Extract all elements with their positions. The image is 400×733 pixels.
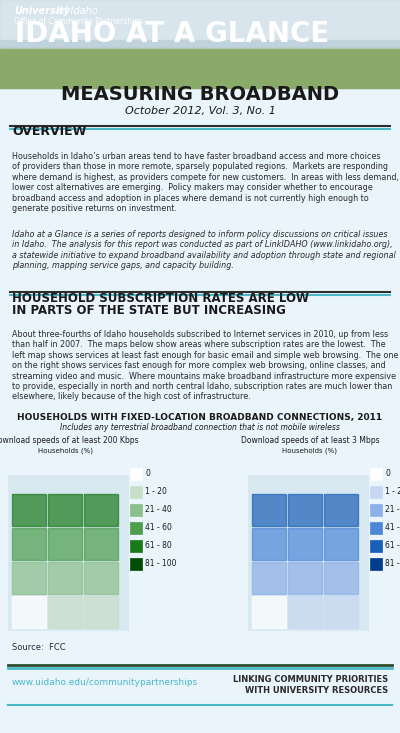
Bar bbox=[288, 596, 322, 628]
Bar bbox=[48, 596, 82, 628]
Bar bbox=[130, 540, 142, 552]
Bar bbox=[84, 528, 118, 560]
Text: OVERVIEW: OVERVIEW bbox=[12, 125, 86, 138]
Text: www.uidaho.edu/communitypartnerships: www.uidaho.edu/communitypartnerships bbox=[12, 678, 198, 687]
Text: Includes any terrestrial broadband connection that is not mobile wireless: Includes any terrestrial broadband conne… bbox=[60, 423, 340, 432]
Text: Idaho at a Glance is a series of reports designed to inform policy discussions o: Idaho at a Glance is a series of reports… bbox=[12, 230, 396, 270]
Bar bbox=[370, 540, 382, 552]
Bar bbox=[48, 562, 82, 594]
Bar bbox=[0, 40, 400, 88]
Bar bbox=[84, 596, 118, 628]
Text: 1 - 20: 1 - 20 bbox=[385, 487, 400, 496]
Bar bbox=[370, 486, 382, 498]
Bar bbox=[324, 528, 358, 560]
Bar bbox=[248, 475, 368, 630]
Bar bbox=[324, 562, 358, 594]
Bar bbox=[84, 494, 118, 526]
Text: 41 - 60: 41 - 60 bbox=[385, 523, 400, 532]
Bar bbox=[0, 88, 400, 733]
Text: Source:  FCC: Source: FCC bbox=[12, 643, 66, 652]
Text: of Idaho: of Idaho bbox=[58, 6, 98, 16]
Text: HOUSEHOLD SUBSCRIPTION RATES ARE LOW: HOUSEHOLD SUBSCRIPTION RATES ARE LOW bbox=[12, 292, 309, 305]
Text: LINKING COMMUNITY PRIORITIES: LINKING COMMUNITY PRIORITIES bbox=[233, 675, 388, 684]
Text: 41 - 60: 41 - 60 bbox=[145, 523, 172, 532]
Text: 21 - 40: 21 - 40 bbox=[145, 506, 172, 515]
Text: Office of Community Partnerships: Office of Community Partnerships bbox=[14, 17, 143, 26]
Text: 0: 0 bbox=[385, 470, 390, 479]
Text: University: University bbox=[14, 6, 70, 16]
Bar bbox=[324, 596, 358, 628]
Bar bbox=[48, 528, 82, 560]
Text: October 2012, Vol. 3, No. 1: October 2012, Vol. 3, No. 1 bbox=[124, 106, 276, 116]
Bar bbox=[84, 562, 118, 594]
Text: IN PARTS OF THE STATE BUT INCREASING: IN PARTS OF THE STATE BUT INCREASING bbox=[12, 304, 286, 317]
Bar bbox=[288, 528, 322, 560]
Bar bbox=[252, 596, 286, 628]
Bar bbox=[48, 494, 82, 526]
Bar bbox=[370, 558, 382, 570]
Bar bbox=[12, 528, 46, 560]
Text: Households (%): Households (%) bbox=[282, 447, 338, 454]
Bar bbox=[12, 562, 46, 594]
Text: Download speeds of at least 200 Kbps: Download speeds of at least 200 Kbps bbox=[0, 436, 138, 445]
Text: Households (%): Households (%) bbox=[38, 447, 92, 454]
Bar bbox=[252, 494, 286, 526]
Bar bbox=[12, 494, 46, 526]
Text: WITH UNIVERSITY RESOURCES: WITH UNIVERSITY RESOURCES bbox=[245, 686, 388, 695]
Bar bbox=[370, 468, 382, 480]
Text: 61 - 80: 61 - 80 bbox=[145, 542, 172, 550]
Text: Households in Idaho’s urban areas tend to have faster broadband access and more : Households in Idaho’s urban areas tend t… bbox=[12, 152, 399, 213]
Bar bbox=[370, 504, 382, 516]
Bar bbox=[130, 486, 142, 498]
Text: 0: 0 bbox=[145, 470, 150, 479]
Bar bbox=[0, 0, 400, 48]
Text: IDAHO AT A GLANCE: IDAHO AT A GLANCE bbox=[15, 20, 329, 48]
Bar bbox=[252, 528, 286, 560]
Bar bbox=[130, 558, 142, 570]
Bar bbox=[370, 522, 382, 534]
Bar bbox=[288, 562, 322, 594]
Text: MEASURING BROADBAND: MEASURING BROADBAND bbox=[61, 85, 339, 104]
Bar bbox=[130, 468, 142, 480]
Text: 61 - 80: 61 - 80 bbox=[385, 542, 400, 550]
Bar bbox=[0, 88, 400, 733]
Text: Download speeds of at least 3 Mbps: Download speeds of at least 3 Mbps bbox=[241, 436, 379, 445]
Bar bbox=[12, 596, 46, 628]
Text: HOUSEHOLDS WITH FIXED-LOCATION BROADBAND CONNECTIONS, 2011: HOUSEHOLDS WITH FIXED-LOCATION BROADBAND… bbox=[18, 413, 382, 422]
Bar bbox=[130, 522, 142, 534]
Text: 81 - 100: 81 - 100 bbox=[385, 559, 400, 569]
Text: 21 - 40: 21 - 40 bbox=[385, 506, 400, 515]
Text: 1 - 20: 1 - 20 bbox=[145, 487, 167, 496]
Bar bbox=[324, 494, 358, 526]
Bar bbox=[252, 562, 286, 594]
Bar bbox=[8, 475, 128, 630]
Bar bbox=[0, 48, 400, 88]
Bar bbox=[130, 504, 142, 516]
Text: About three-fourths of Idaho households subscribed to Internet services in 2010,: About three-fourths of Idaho households … bbox=[12, 330, 398, 402]
Text: 81 - 100: 81 - 100 bbox=[145, 559, 176, 569]
Bar bbox=[288, 494, 322, 526]
